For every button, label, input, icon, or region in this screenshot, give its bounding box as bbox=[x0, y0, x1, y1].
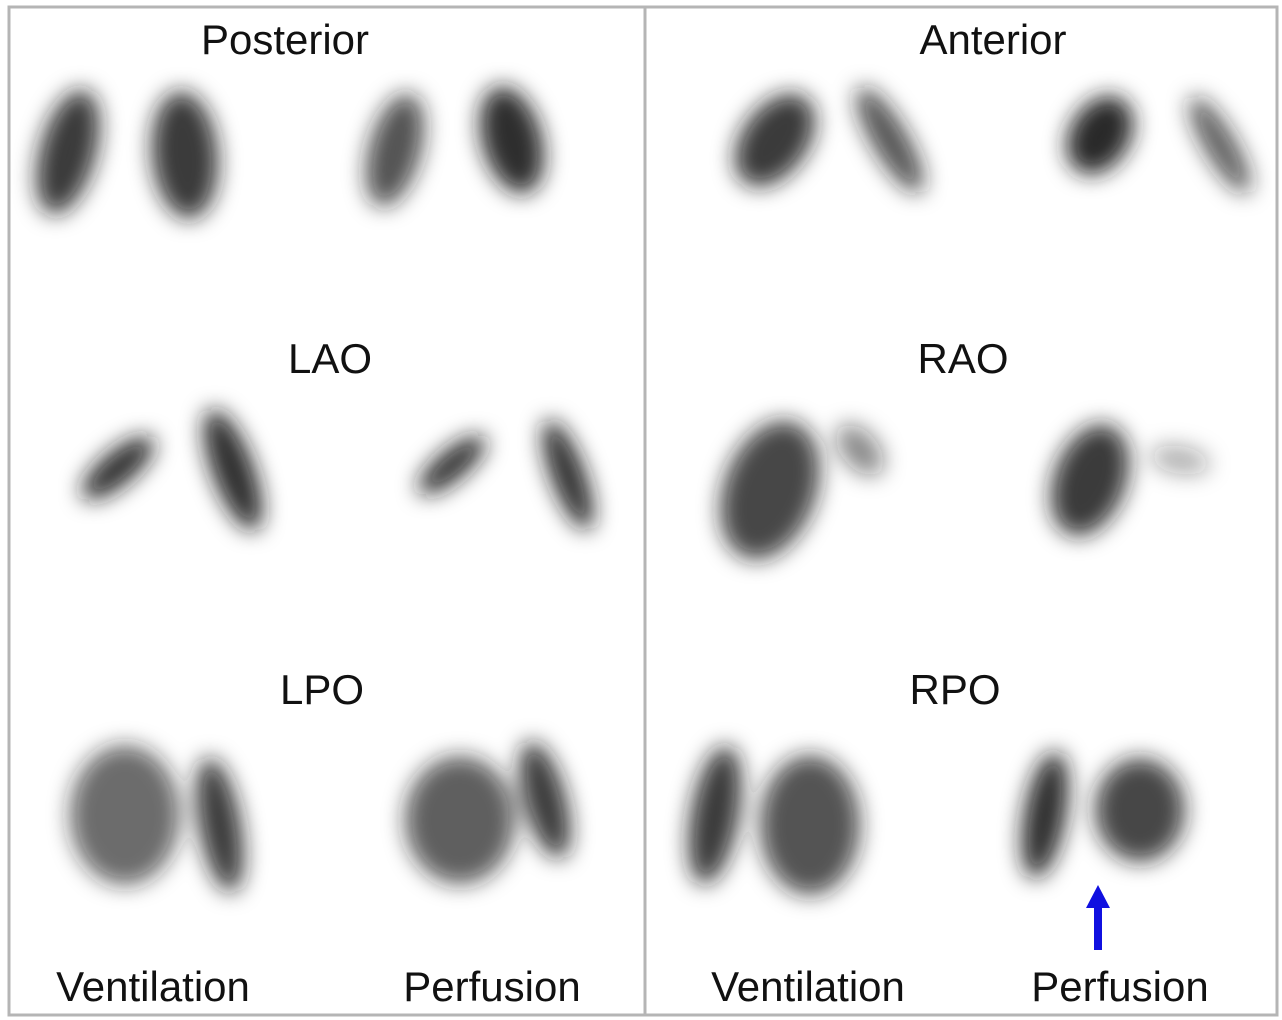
lung-uptake bbox=[70, 745, 180, 885]
view-label: RAO bbox=[917, 335, 1008, 382]
lung-uptake bbox=[760, 755, 860, 895]
view-label: Anterior bbox=[919, 16, 1066, 63]
column-label: Perfusion bbox=[1031, 963, 1208, 1010]
view-label: LPO bbox=[280, 666, 364, 713]
figure: Posterior LAO LPO Anterior RAO RPO Venti… bbox=[0, 0, 1282, 1020]
lung-uptake bbox=[405, 756, 515, 884]
page: Posterior LAO LPO Anterior RAO RPO Venti… bbox=[0, 0, 1282, 1020]
column-label: Ventilation bbox=[56, 963, 250, 1010]
column-label: Ventilation bbox=[711, 963, 905, 1010]
lung-uptake bbox=[1095, 758, 1185, 862]
view-label: RPO bbox=[909, 666, 1000, 713]
view-label: LAO bbox=[288, 335, 372, 382]
view-label: Posterior bbox=[201, 16, 369, 63]
column-label: Perfusion bbox=[403, 963, 580, 1010]
